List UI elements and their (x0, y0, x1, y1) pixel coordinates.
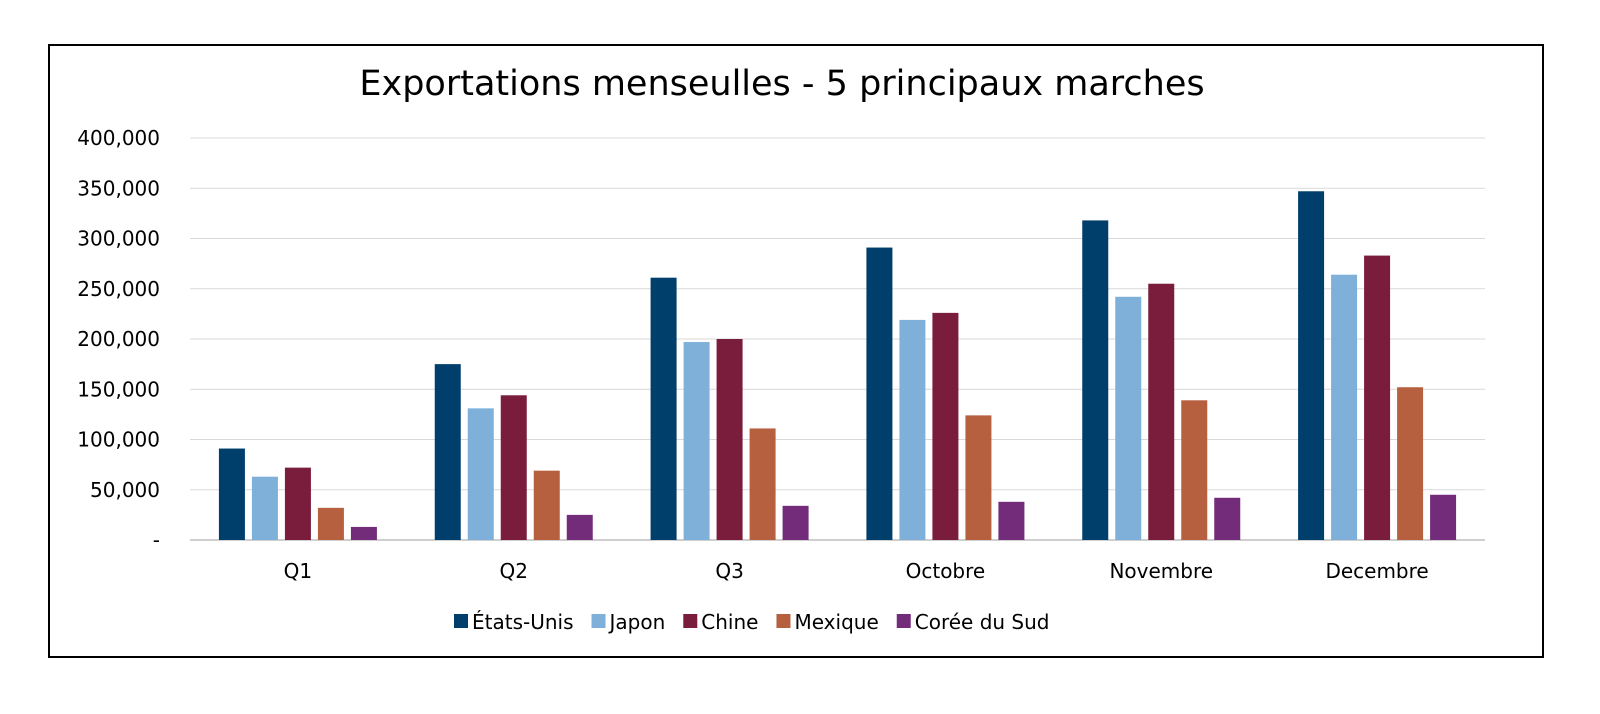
x-axis: Q1 Q2 Q3 Octobre Novembre Decembre (284, 559, 1429, 583)
legend: États-Unis Japon Chine Mexique Corée du Sud (454, 610, 1050, 634)
x-tick-label: Q3 (715, 559, 743, 583)
y-tick-label: 100,000 (77, 428, 160, 452)
bar (1430, 494, 1457, 540)
bar (350, 526, 377, 540)
legend-label: Corée du Sud (915, 610, 1050, 634)
legend-label: Mexique (794, 610, 878, 634)
bar (965, 415, 992, 540)
legend-swatch (454, 614, 468, 628)
bar (218, 448, 245, 540)
y-tick-label: 250,000 (77, 277, 160, 301)
legend-swatch (683, 614, 698, 628)
y-tick-label: 400,000 (77, 126, 160, 150)
bar (749, 428, 776, 540)
y-tick-label: 50,000 (90, 478, 160, 502)
bar (683, 342, 710, 540)
bar (782, 505, 809, 540)
bar (284, 467, 311, 540)
legend-swatch (776, 614, 791, 628)
y-tick-label: 350,000 (77, 176, 160, 200)
bar (932, 312, 959, 540)
x-tick-label: Decembre (1325, 559, 1428, 583)
bar (500, 395, 527, 540)
bar (899, 319, 926, 540)
y-axis: - 50,000 100,000 150,000 200,000 250,000 300,0… (77, 126, 160, 552)
chart-title: Exportations menseulles - 5 principaux m… (359, 64, 1204, 104)
y-tick-label: 200,000 (77, 327, 160, 351)
bar (866, 247, 893, 541)
y-tick-label: - (153, 528, 160, 552)
bar (467, 408, 494, 540)
gridlines (190, 137, 1485, 541)
bar (1148, 283, 1175, 540)
legend-label: États-Unis (472, 610, 574, 634)
x-tick-label: Q2 (500, 559, 528, 583)
bar (317, 507, 344, 540)
bar (998, 501, 1025, 540)
bar (533, 470, 560, 540)
bar (1214, 497, 1241, 540)
bar (1082, 220, 1109, 540)
y-tick-label: 150,000 (77, 377, 160, 401)
bars (218, 191, 1457, 541)
x-tick-label: Novembre (1109, 559, 1213, 583)
x-tick-label: Q1 (284, 559, 312, 583)
bar (716, 339, 743, 540)
bar (251, 476, 278, 540)
x-tick-label: Octobre (906, 559, 986, 583)
bar (1181, 400, 1208, 540)
legend-swatch (591, 614, 606, 628)
bar (1298, 191, 1325, 540)
bar (1364, 255, 1391, 540)
bar (566, 514, 593, 540)
bar (1115, 296, 1142, 540)
legend-label: Chine (701, 610, 758, 634)
bar (650, 277, 677, 540)
bar (1397, 387, 1424, 540)
legend-swatch (896, 614, 911, 628)
legend-label: Japon (608, 610, 666, 634)
bar (1331, 274, 1358, 540)
chart-frame (48, 44, 1544, 658)
bar (434, 364, 461, 540)
y-tick-label: 300,000 (77, 227, 160, 251)
